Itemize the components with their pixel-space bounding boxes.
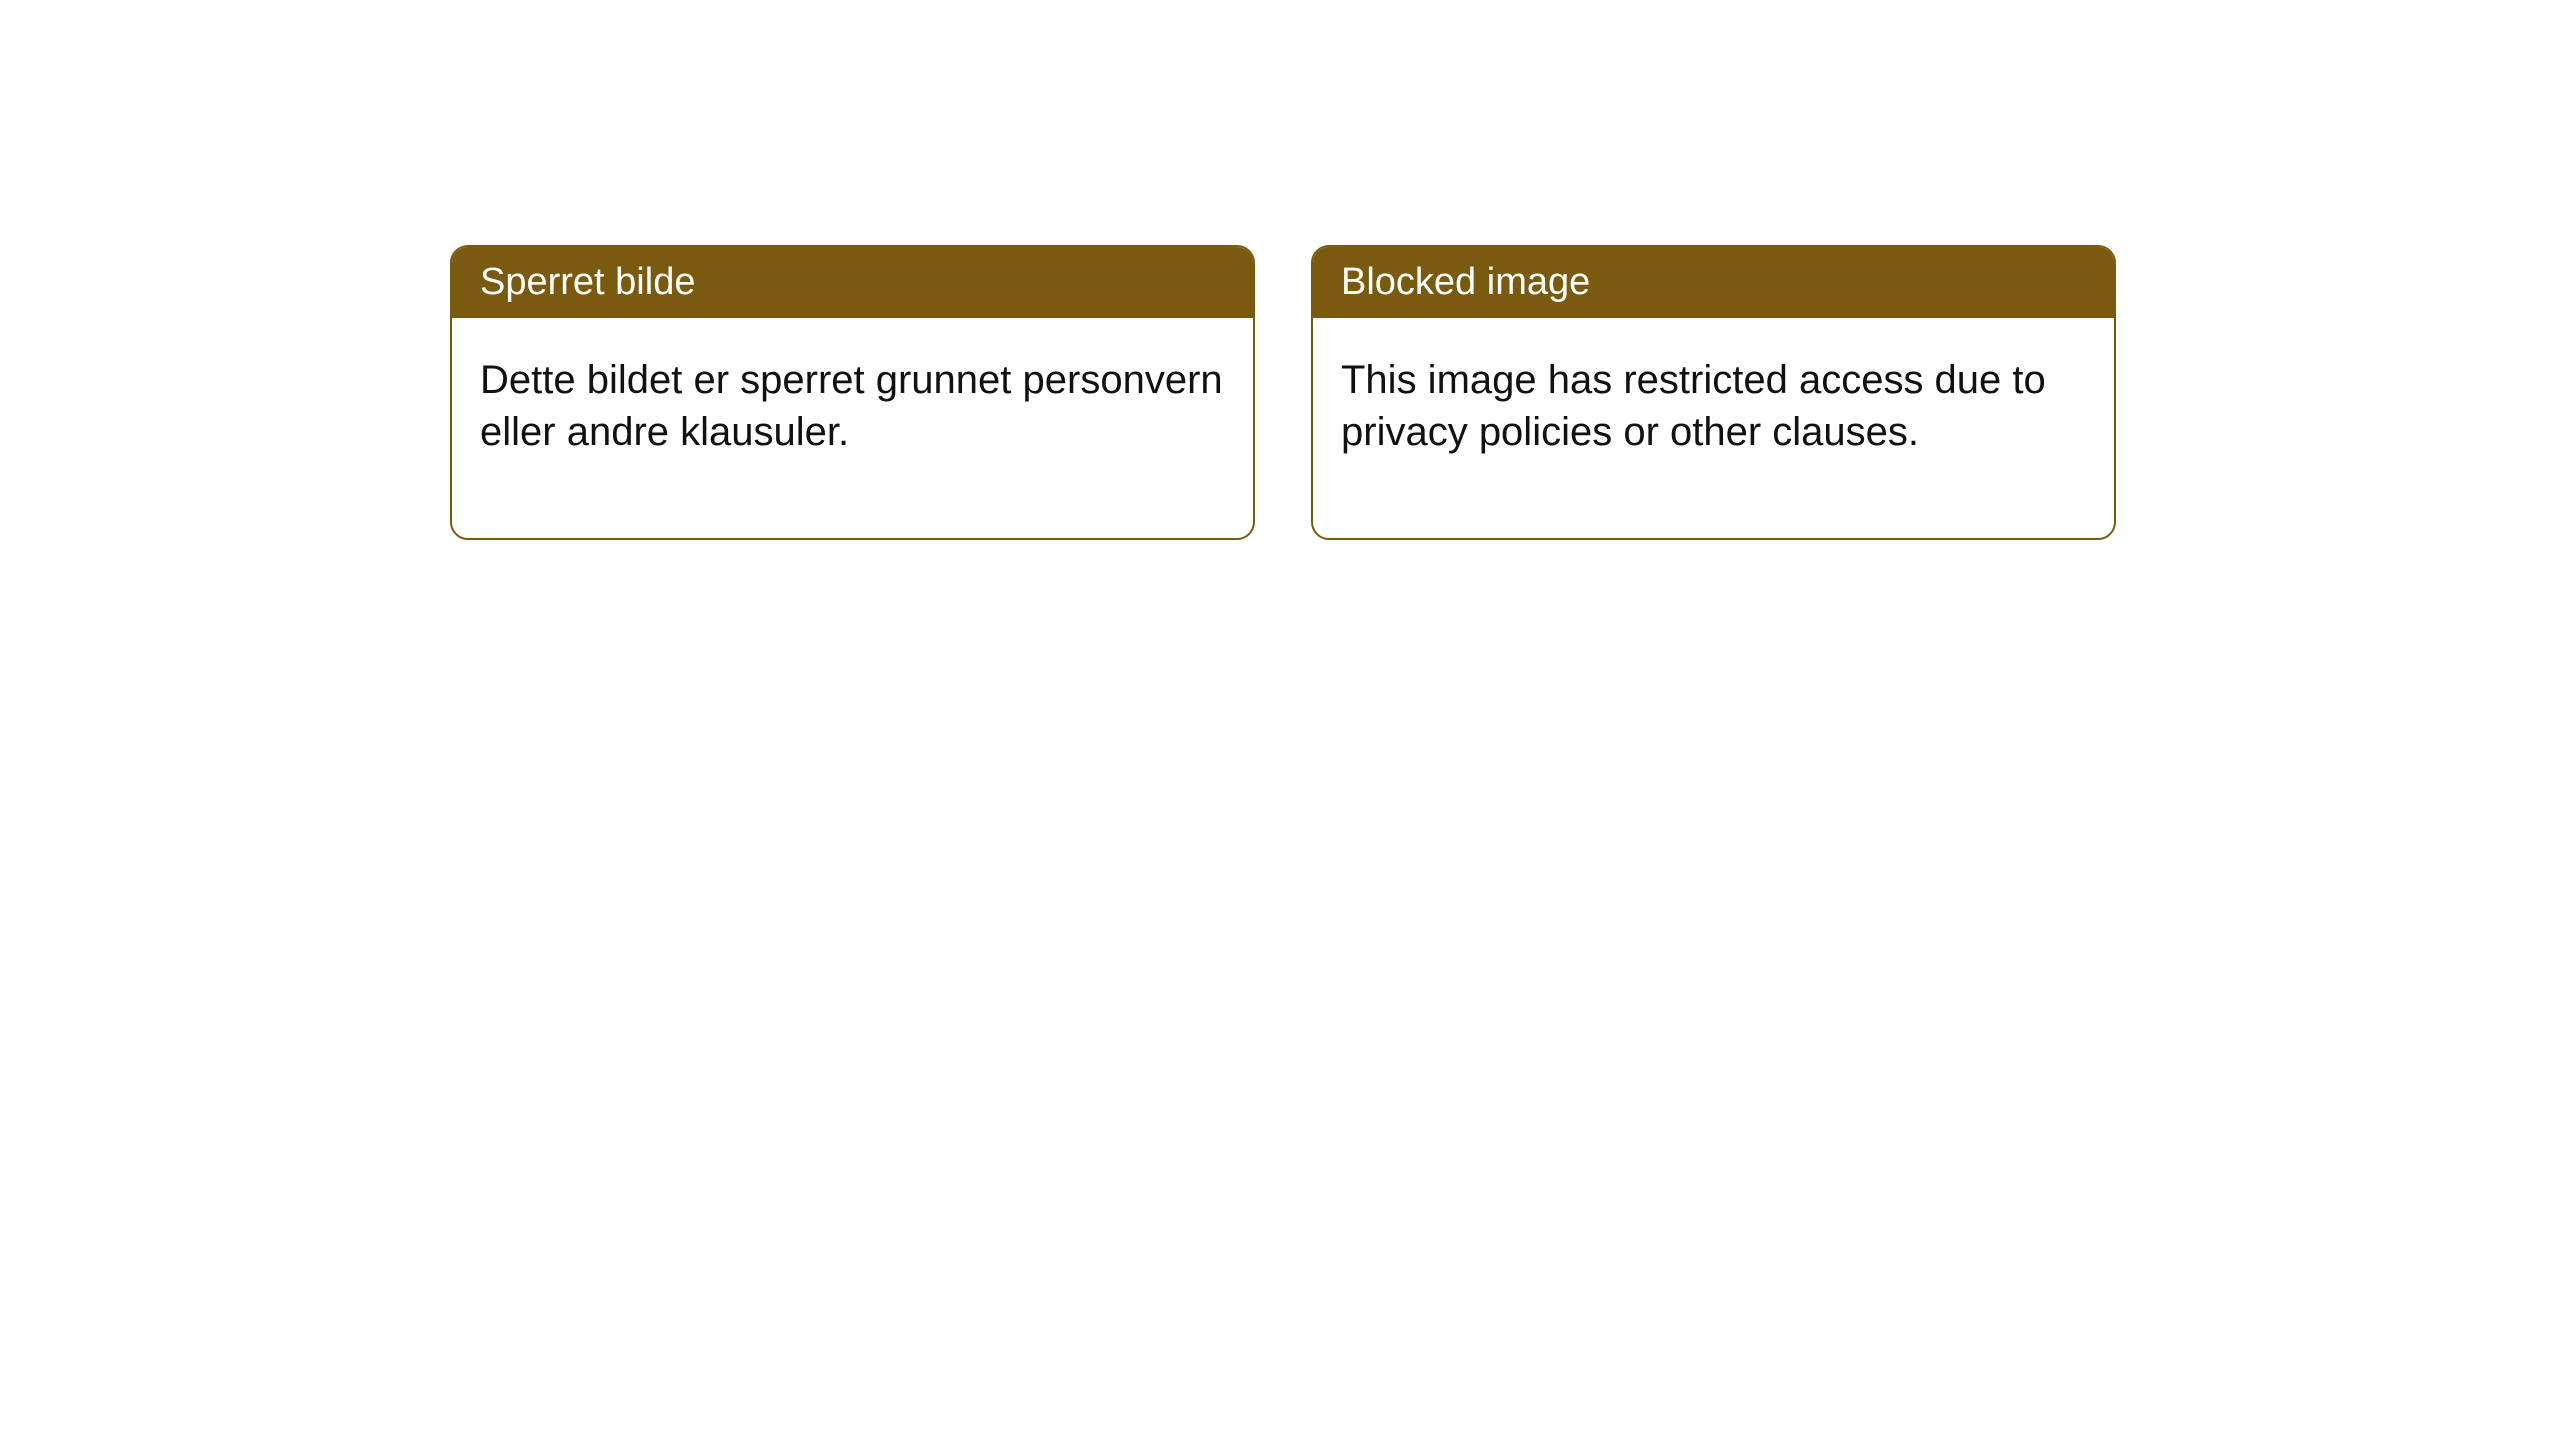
notice-card-norwegian: Sperret bilde Dette bildet er sperret gr…: [450, 245, 1255, 540]
notice-card-body: Dette bildet er sperret grunnet personve…: [452, 318, 1253, 538]
notice-card-english: Blocked image This image has restricted …: [1311, 245, 2116, 540]
notice-card-header: Blocked image: [1313, 247, 2114, 318]
notice-cards-container: Sperret bilde Dette bildet er sperret gr…: [450, 245, 2116, 540]
notice-card-title: Blocked image: [1341, 261, 1590, 303]
notice-card-text: This image has restricted access due to …: [1341, 358, 2046, 454]
notice-card-header: Sperret bilde: [452, 247, 1253, 318]
notice-card-body: This image has restricted access due to …: [1313, 318, 2114, 538]
notice-card-title: Sperret bilde: [480, 261, 695, 303]
notice-card-text: Dette bildet er sperret grunnet personve…: [480, 358, 1223, 454]
